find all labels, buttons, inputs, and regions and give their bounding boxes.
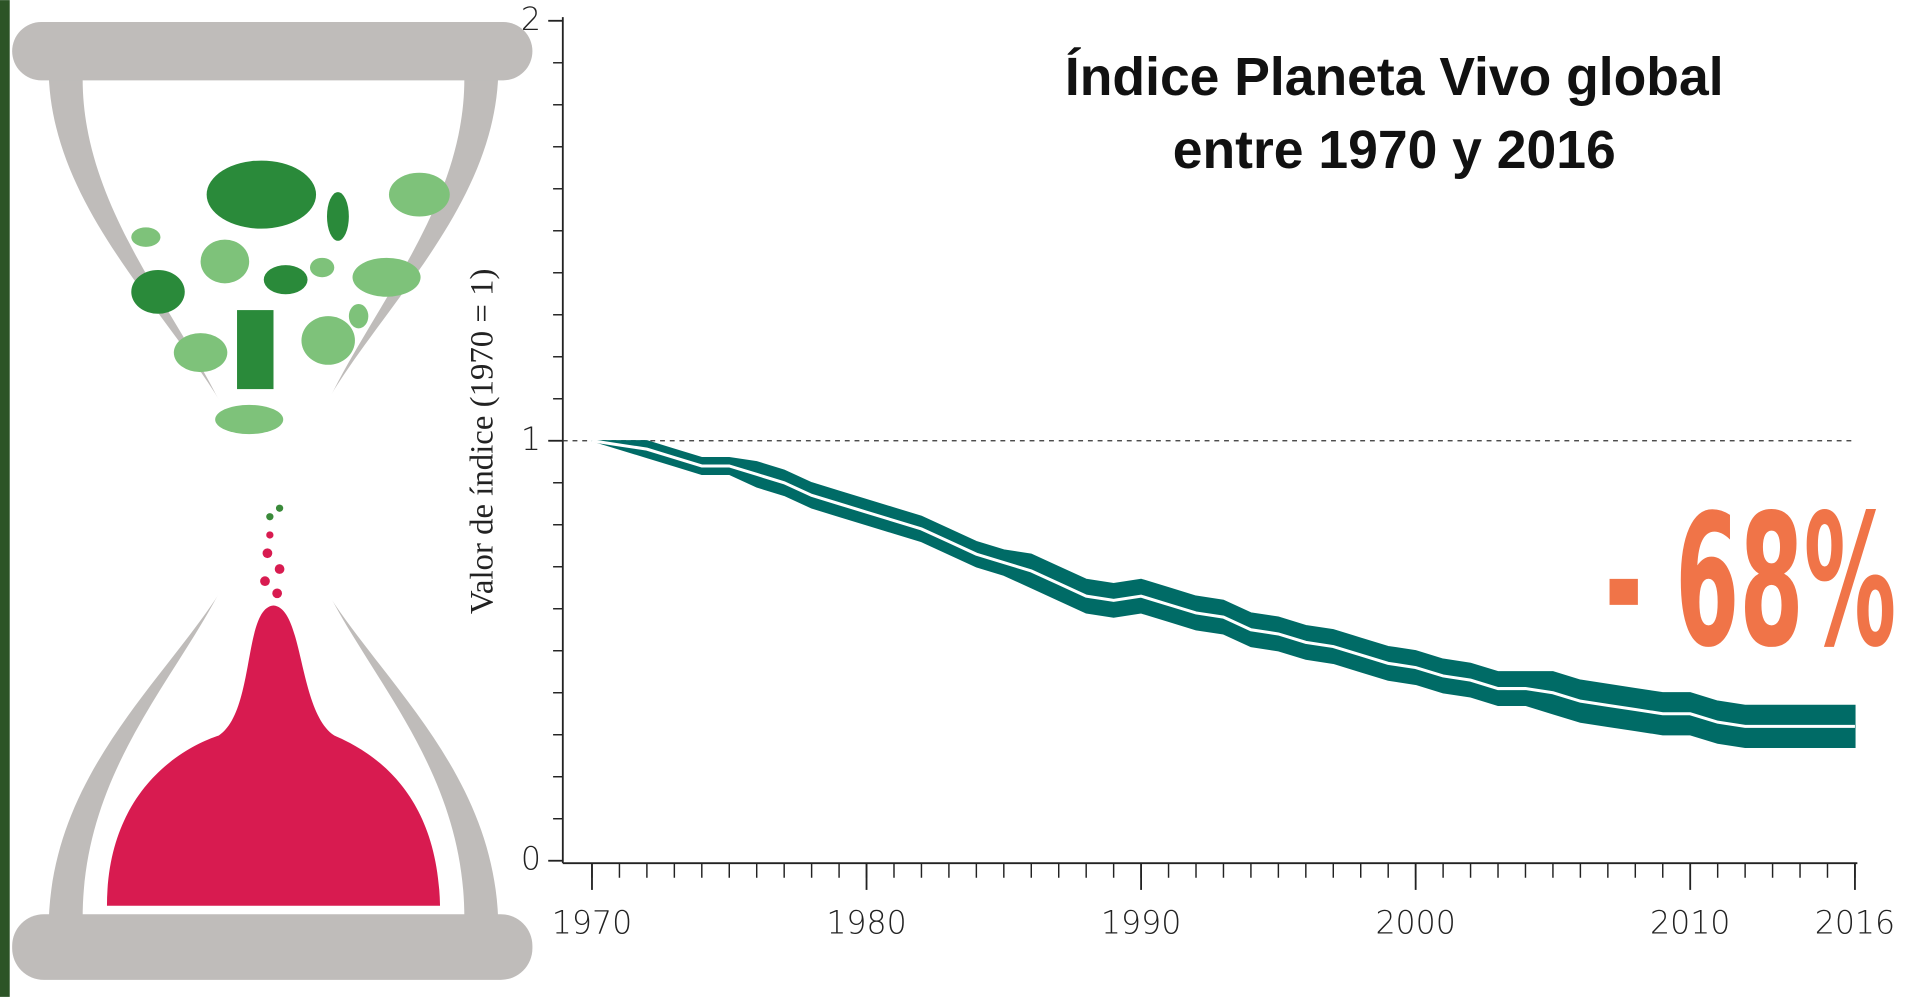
chart-title: entre 1970 y 2016: [1173, 121, 1616, 180]
hourglass-illustration: [12, 22, 532, 980]
x-tick-label: 1980: [826, 906, 906, 942]
y-tick-label: 2: [521, 2, 541, 38]
x-tick-label: 1990: [1101, 906, 1181, 942]
x-tick-label: 1970: [552, 906, 632, 942]
x-tick-label: 2000: [1375, 906, 1455, 942]
x-tick-label: 2010: [1650, 906, 1730, 942]
y-axis-label: Valor de índice (1970 = 1): [464, 269, 500, 615]
chart-title: Índice Planeta Vivo global: [1065, 47, 1724, 107]
y-tick-label: 1: [521, 422, 541, 458]
annotation: - 68%: [1605, 476, 1897, 688]
chart: Índice Planeta Vivo global entre 1970 y …: [0, 0, 1906, 997]
page: {"chart_data": {"type": "band-line", "ti…: [0, 0, 1906, 997]
x-tick-label: 2016: [1815, 906, 1895, 942]
edge-stripe: [0, 0, 10, 997]
y-tick-label: 0: [521, 842, 541, 878]
